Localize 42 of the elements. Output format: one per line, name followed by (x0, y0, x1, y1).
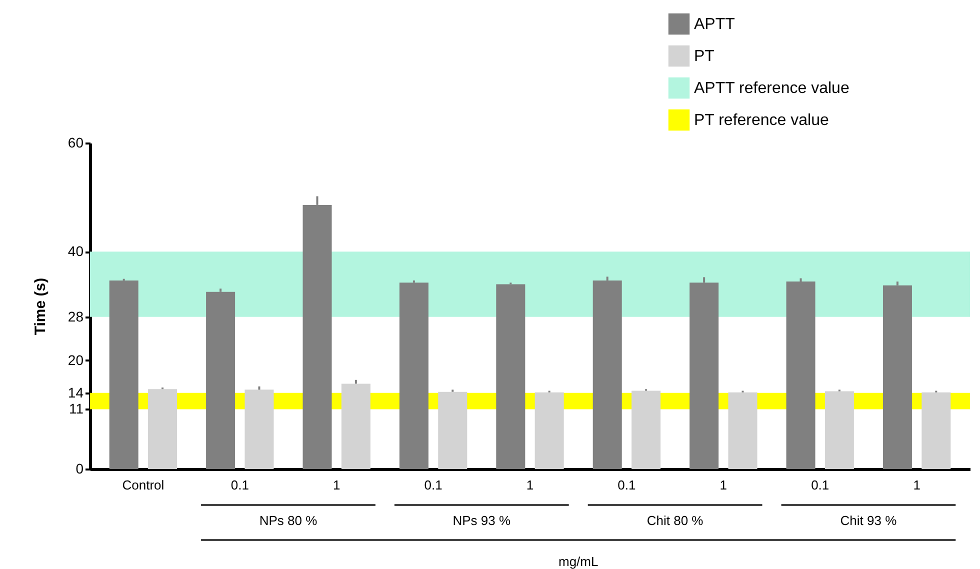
x-axis-title: mg/mL (558, 554, 598, 569)
bar (592, 280, 622, 469)
y-axis-title: Time (s) (32, 278, 49, 336)
bar (922, 392, 951, 469)
x-tick-label: 0.1 (618, 478, 636, 492)
y-tick-label: 40 (68, 243, 84, 260)
x-tick-label: 0.1 (424, 478, 442, 492)
y-tick-label: 20 (68, 352, 84, 368)
x-tick-label: Control (122, 478, 164, 492)
x-tick-label: 1 (526, 478, 534, 492)
legend-label: APTT reference value (694, 80, 850, 97)
y-tick-label: 60 (68, 134, 84, 150)
bar (728, 392, 758, 469)
text: Chit 93 % (840, 513, 898, 528)
bar (109, 280, 138, 469)
bar (632, 390, 661, 469)
text: NPs 80 % (259, 513, 318, 528)
text: NPs 93 % (452, 513, 511, 528)
x-tick-label: 1 (913, 478, 920, 492)
bar (882, 285, 912, 469)
legend-label: APTT (694, 16, 736, 33)
x-tick-label: 1 (720, 478, 728, 492)
y-tick-label: 28 (68, 308, 84, 324)
x-tick-label: 0.1 (811, 478, 830, 492)
bar (244, 390, 274, 469)
legend-label: PT (694, 48, 715, 65)
bar (496, 284, 526, 469)
y-tick-label: 0 (76, 460, 84, 476)
bar (341, 384, 370, 469)
y-tick-label: 11 (68, 400, 84, 417)
x-tick-label: 0.1 (230, 478, 249, 492)
bar (438, 392, 468, 469)
bar (824, 391, 854, 469)
bar (534, 392, 564, 469)
bar (399, 282, 428, 469)
text: Chit 80 % (646, 513, 704, 528)
bar (148, 389, 178, 469)
bar (786, 282, 816, 469)
bar (206, 292, 236, 469)
x-tick-label: 1 (332, 478, 340, 492)
legend-label: PT reference value (694, 112, 829, 129)
y-tick-label: 14 (68, 384, 84, 400)
